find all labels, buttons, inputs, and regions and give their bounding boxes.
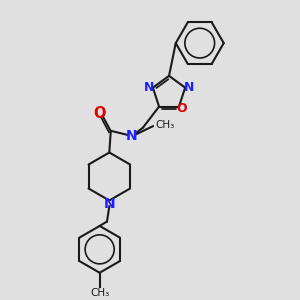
Text: N: N	[126, 129, 138, 143]
Text: O: O	[93, 106, 106, 121]
Text: CH₃: CH₃	[90, 288, 109, 298]
Text: N: N	[103, 197, 115, 211]
Text: O: O	[176, 102, 187, 116]
Text: CH₃: CH₃	[155, 120, 174, 130]
Text: N: N	[144, 81, 154, 94]
Text: N: N	[184, 81, 194, 94]
